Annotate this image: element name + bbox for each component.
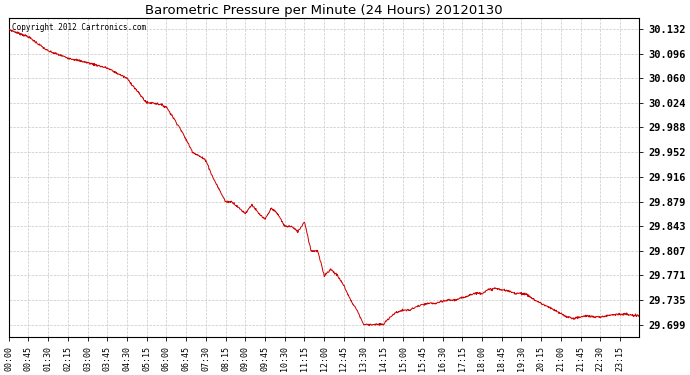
- Title: Barometric Pressure per Minute (24 Hours) 20120130: Barometric Pressure per Minute (24 Hours…: [145, 4, 503, 17]
- Text: Copyright 2012 Cartronics.com: Copyright 2012 Cartronics.com: [12, 23, 146, 32]
